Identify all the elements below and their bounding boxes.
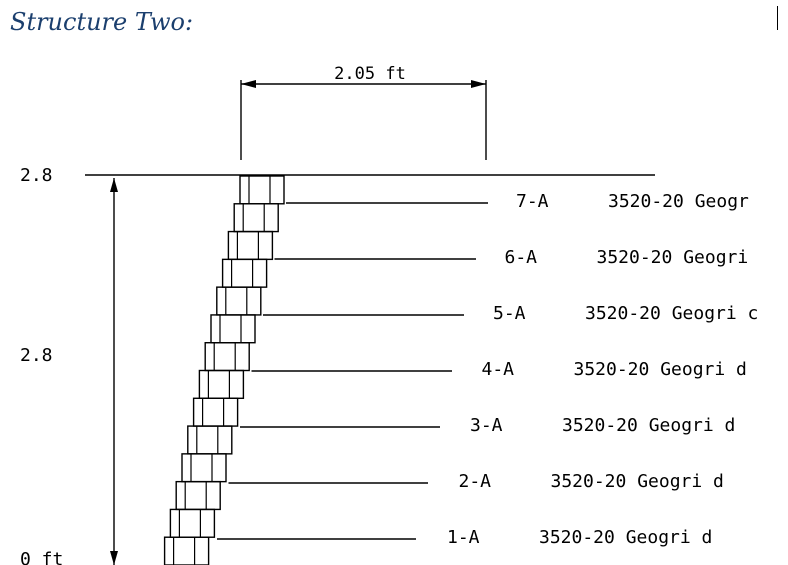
wall-block xyxy=(198,369,245,399)
layer-id-label: 3-A xyxy=(470,415,503,436)
layer-material-label: 3520-20 Geogri d xyxy=(539,527,712,548)
wall-block xyxy=(239,175,285,205)
layer-material-label: 3520-20 Geogr xyxy=(608,191,749,212)
diagram-title: Structure Two: xyxy=(10,8,194,36)
wall-block xyxy=(221,258,268,288)
arrowhead-left xyxy=(241,80,256,88)
height-dimension-label: 2.8 xyxy=(20,345,53,366)
wall-block xyxy=(227,230,274,261)
layer-material-label: 3520-20 Geogri d xyxy=(562,415,735,436)
layer-id-label: 4-A xyxy=(482,359,515,380)
layer-material-label: 3520-20 Geogri d xyxy=(551,471,724,492)
wall-block xyxy=(169,508,216,538)
layer-material-label: 3520-20 Geogri xyxy=(597,247,749,268)
wall-block xyxy=(204,342,250,372)
arrowhead-down xyxy=(110,551,118,565)
wall-block xyxy=(216,286,262,316)
geogrid-layer: 4-A 3520-20 Geogri d xyxy=(251,359,747,380)
width-dimension: 2.05 ft xyxy=(240,64,487,160)
width-dimension-label: 2.05 ft xyxy=(334,64,406,84)
layer-id-label: 5-A xyxy=(493,303,526,324)
height-dimension xyxy=(110,178,118,565)
geogrid-layer: 2-A 3520-20 Geogri d xyxy=(228,471,724,492)
geogrid-layer: 7-A 3520-20 Geogr xyxy=(286,191,749,212)
arrowhead-up xyxy=(110,178,118,192)
wall-blocks xyxy=(163,175,285,565)
layer-id-label: 1-A xyxy=(447,527,480,548)
wall-block xyxy=(210,314,256,344)
wall-block xyxy=(181,453,227,483)
layer-id-label: 6-A xyxy=(505,247,538,268)
bottom-elevation-label: 0 ft xyxy=(20,549,63,565)
geogrid-layer: 1-A 3520-20 Geogri d xyxy=(217,527,712,548)
layer-id-label: 2-A xyxy=(459,471,492,492)
layer-material-label: 3520-20 Geogri c xyxy=(585,303,758,324)
top-elevation-label: 2.8 xyxy=(20,165,53,186)
wall-block xyxy=(175,480,221,511)
geogrid-layer: 6-A 3520-20 Geogri xyxy=(274,247,749,268)
geogrid-layer: 5-A 3520-20 Geogri c xyxy=(263,303,758,324)
geogrid-layers: 7-A 3520-20 Geogr 6-A 3520-20 Geogri 5-A 3520… xyxy=(217,191,758,548)
wall-block xyxy=(163,536,210,565)
wall-block xyxy=(192,397,239,427)
text-cursor xyxy=(777,6,778,30)
geogrid-layer: 3-A 3520-20 Geogri d xyxy=(240,415,735,436)
layer-id-label: 7-A xyxy=(516,191,549,212)
wall-block xyxy=(187,425,233,455)
arrowhead-right xyxy=(471,80,486,88)
wall-block xyxy=(233,203,279,233)
layer-material-label: 3520-20 Geogri d xyxy=(574,359,747,380)
